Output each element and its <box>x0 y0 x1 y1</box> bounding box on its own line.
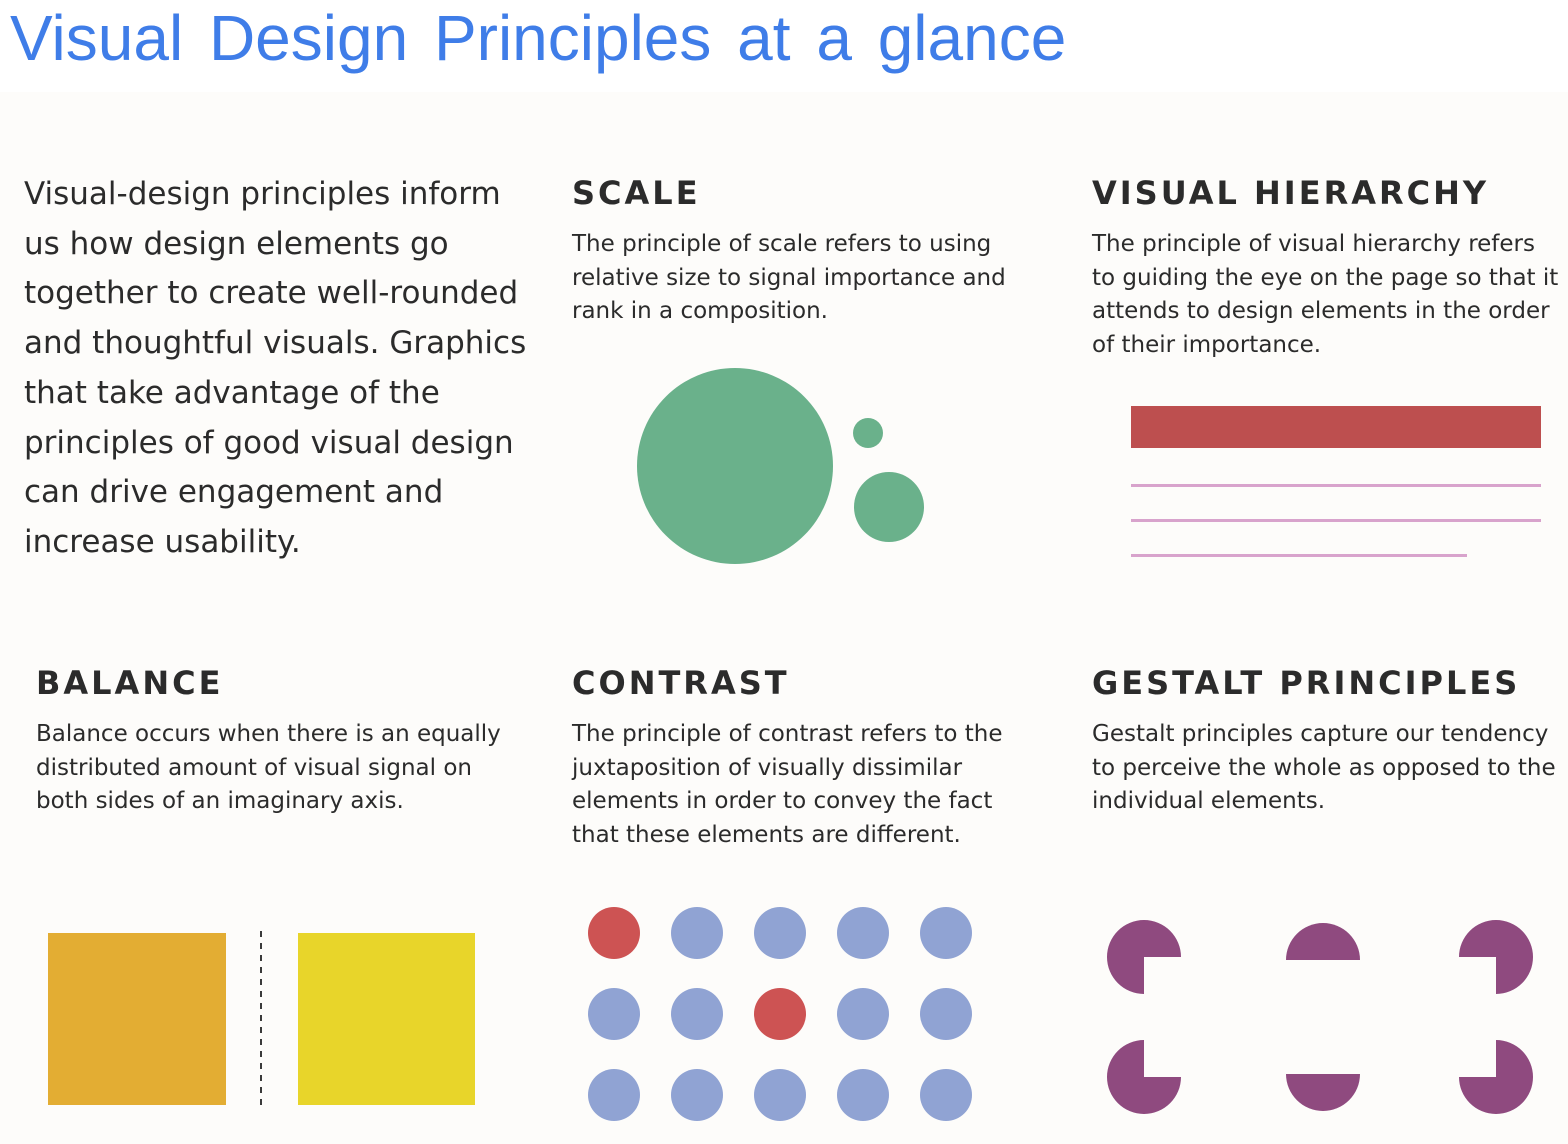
contrast-dot <box>920 988 972 1040</box>
gestalt-illustration <box>1107 920 1533 1114</box>
contrast-dot <box>837 988 889 1040</box>
visual-hierarchy-description: The principle of visual hierarchy refers… <box>1092 231 1559 359</box>
gestalt-pacman-top-left <box>1107 920 1181 994</box>
contrast-heading: CONTRAST <box>572 664 790 702</box>
contrast-dot <box>920 907 972 959</box>
title-band <box>0 0 1568 92</box>
scale-heading: SCALE <box>572 174 701 212</box>
balance-description: Balance occurs when there is an equally … <box>36 721 501 815</box>
contrast-highlight-dot <box>754 988 806 1040</box>
gestalt-pacman-bottom-right <box>1459 1040 1533 1114</box>
contrast-dot <box>837 1069 889 1121</box>
contrast-dot <box>837 907 889 959</box>
gestalt-half-circle-top <box>1286 923 1360 960</box>
gestalt-heading: GESTALT PRINCIPLES <box>1092 664 1521 702</box>
contrast-description: The principle of contrast refers to the … <box>572 721 1003 849</box>
contrast-dot <box>754 907 806 959</box>
balance-right-square <box>298 933 475 1105</box>
gestalt-pacman-bottom-left <box>1107 1040 1181 1114</box>
hierarchy-text-line <box>1131 484 1541 487</box>
contrast-dot <box>671 907 723 959</box>
scale-small-circle <box>853 418 883 448</box>
visual-hierarchy-illustration <box>1131 406 1541 557</box>
scale-illustration <box>637 368 924 564</box>
scale-description: The principle of scale refers to using r… <box>572 231 1006 325</box>
page-title: Visual Design Principles at a glance <box>10 2 1067 74</box>
contrast-dot <box>671 988 723 1040</box>
gestalt-description: Gestalt principles capture our tendency … <box>1092 721 1556 815</box>
scale-large-circle <box>637 368 833 564</box>
balance-heading: BALANCE <box>36 664 224 702</box>
hierarchy-text-line <box>1131 554 1467 557</box>
contrast-illustration <box>588 907 972 1121</box>
scale-medium-circle <box>854 472 924 542</box>
contrast-dot <box>588 1069 640 1121</box>
hierarchy-heading-bar <box>1131 406 1541 448</box>
visual-hierarchy-heading: VISUAL HIERARCHY <box>1092 174 1490 212</box>
gestalt-pacman-top-right <box>1459 920 1533 994</box>
contrast-dot <box>671 1069 723 1121</box>
hierarchy-text-line <box>1131 519 1541 522</box>
gestalt-half-circle-bottom <box>1286 1074 1360 1111</box>
balance-left-square <box>48 933 226 1105</box>
contrast-highlight-dot <box>588 907 640 959</box>
balance-illustration <box>48 931 475 1109</box>
intro-paragraph: Visual-design principles inform us how d… <box>24 176 527 560</box>
contrast-dot <box>920 1069 972 1121</box>
contrast-dot <box>754 1069 806 1121</box>
contrast-dot <box>588 988 640 1040</box>
